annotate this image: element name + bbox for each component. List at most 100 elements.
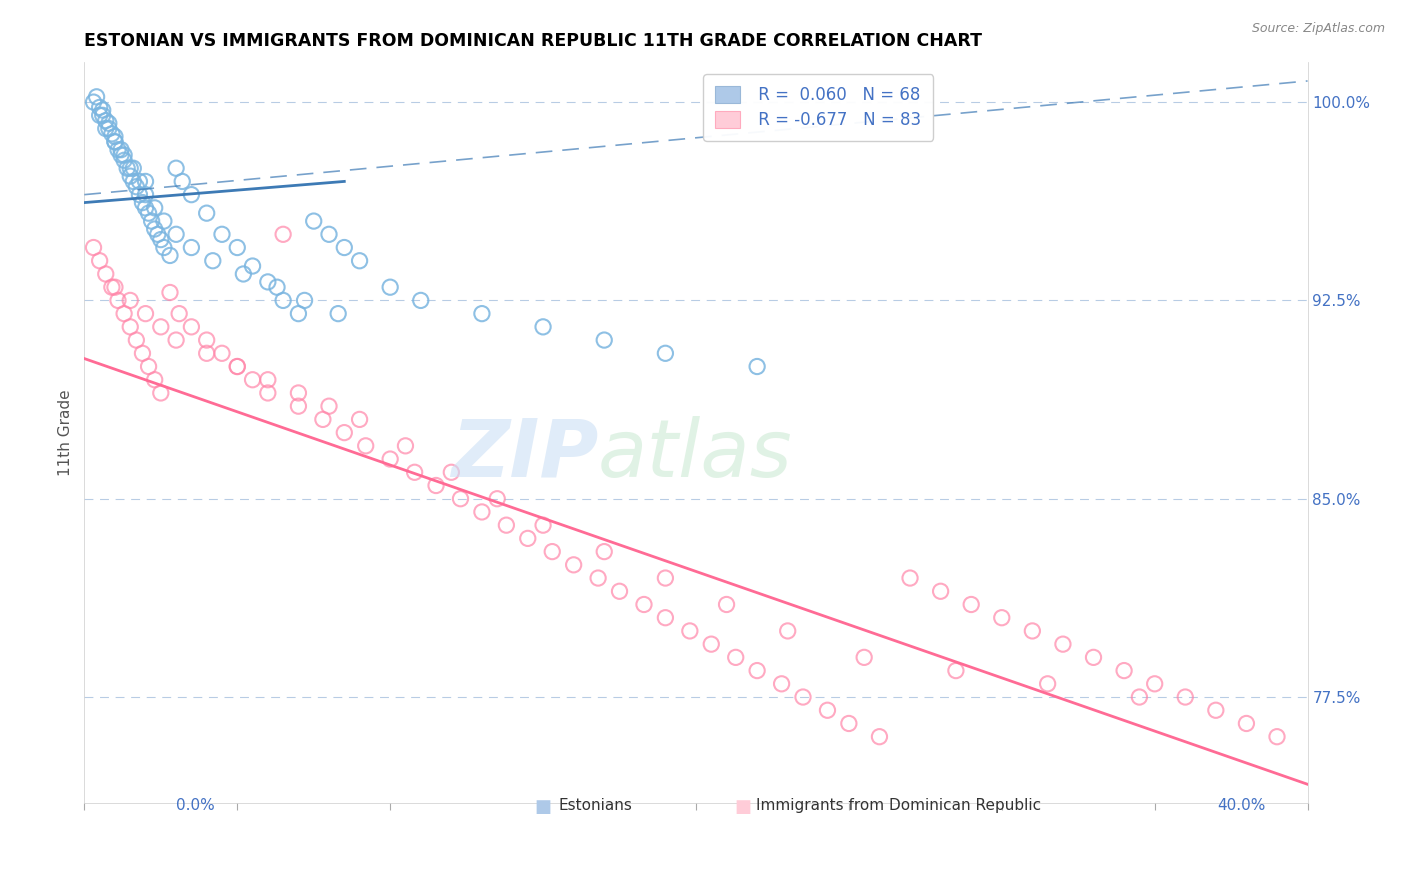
Text: Immigrants from Dominican Republic: Immigrants from Dominican Republic	[756, 798, 1040, 814]
Point	[83, 95, 105, 109]
Point	[110, 143, 132, 157]
Point	[112, 153, 135, 168]
Point	[172, 174, 194, 188]
Point	[1205, 703, 1227, 717]
Point	[328, 307, 350, 321]
Point	[394, 439, 416, 453]
Point	[153, 214, 176, 228]
Point	[747, 664, 769, 678]
Point	[960, 598, 983, 612]
Point	[180, 241, 202, 255]
Text: ESTONIAN VS IMMIGRANTS FROM DOMINICAN REPUBLIC 11TH GRADE CORRELATION CHART: ESTONIAN VS IMMIGRANTS FROM DOMINICAN RE…	[84, 32, 983, 50]
Point	[654, 571, 676, 585]
Point	[89, 253, 111, 268]
Point	[257, 275, 280, 289]
Point	[226, 359, 249, 374]
Point	[180, 187, 202, 202]
Point	[495, 518, 517, 533]
Point	[450, 491, 472, 506]
Point	[440, 465, 463, 479]
Point	[486, 491, 509, 506]
Point	[153, 241, 176, 255]
Text: ■: ■	[734, 798, 752, 816]
Point	[149, 233, 172, 247]
Point	[125, 179, 148, 194]
Text: Estonians: Estonians	[560, 798, 633, 814]
Point	[425, 478, 447, 492]
Point	[94, 113, 117, 128]
Y-axis label: 11th Grade: 11th Grade	[58, 389, 73, 476]
Point	[125, 333, 148, 347]
Point	[195, 333, 218, 347]
Point	[128, 187, 150, 202]
Point	[531, 518, 554, 533]
Point	[242, 373, 264, 387]
Point	[110, 148, 132, 162]
Point	[516, 532, 538, 546]
Point	[115, 161, 138, 176]
Text: atlas: atlas	[598, 416, 793, 494]
Point	[131, 195, 153, 210]
Point	[869, 730, 891, 744]
Text: ZIP: ZIP	[451, 416, 598, 494]
Point	[211, 346, 233, 360]
Point	[159, 285, 181, 300]
Point	[104, 280, 127, 294]
Point	[654, 611, 676, 625]
Point	[131, 346, 153, 360]
Point	[333, 425, 356, 440]
Point	[165, 227, 187, 242]
Point	[349, 253, 371, 268]
Point	[226, 359, 249, 374]
Point	[257, 373, 280, 387]
Point	[312, 412, 335, 426]
Point	[747, 359, 769, 374]
Point	[929, 584, 952, 599]
Point	[1128, 690, 1150, 704]
Point	[541, 544, 564, 558]
Point	[101, 280, 124, 294]
Point	[853, 650, 876, 665]
Point	[180, 319, 202, 334]
Point	[135, 174, 157, 188]
Point	[654, 346, 676, 360]
Point	[1174, 690, 1197, 704]
Point	[349, 412, 371, 426]
Point	[89, 100, 111, 114]
Point	[404, 465, 426, 479]
Text: 40.0%: 40.0%	[1218, 798, 1265, 814]
Point	[165, 333, 187, 347]
Point	[838, 716, 860, 731]
Point	[97, 121, 120, 136]
Point	[354, 439, 377, 453]
Point	[817, 703, 839, 717]
Point	[104, 135, 127, 149]
Point	[120, 293, 142, 308]
Point	[195, 346, 218, 360]
Point	[633, 598, 655, 612]
Point	[471, 505, 494, 519]
Point	[266, 280, 288, 294]
Point	[271, 293, 294, 308]
Point	[1052, 637, 1074, 651]
Point	[149, 386, 172, 401]
Point	[1036, 677, 1059, 691]
Point	[1143, 677, 1166, 691]
Point	[122, 174, 145, 188]
Point	[91, 103, 114, 117]
Point	[287, 386, 309, 401]
Point	[94, 267, 117, 281]
Point	[112, 148, 135, 162]
Point	[679, 624, 702, 638]
Point	[94, 121, 117, 136]
Point	[724, 650, 747, 665]
Point	[1083, 650, 1105, 665]
Point	[138, 206, 160, 220]
Point	[700, 637, 723, 651]
Point	[318, 227, 340, 242]
Point	[593, 544, 616, 558]
Legend:  R =  0.060   N = 68,  R = -0.677   N = 83: R = 0.060 N = 68, R = -0.677 N = 83	[703, 74, 934, 141]
Point	[104, 135, 127, 149]
Point	[287, 399, 309, 413]
Point	[287, 307, 309, 321]
